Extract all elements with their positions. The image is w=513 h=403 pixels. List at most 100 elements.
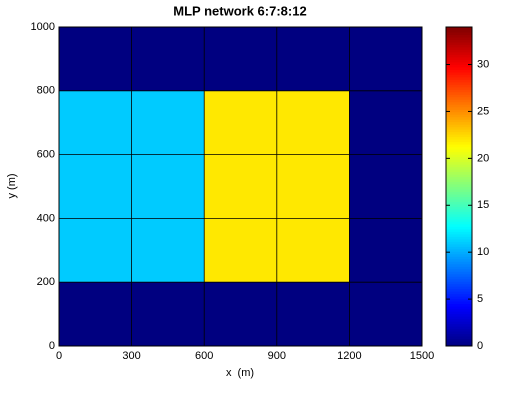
colorbar-swatch: [446, 91, 472, 95]
colorbar-swatch: [446, 144, 472, 148]
colorbar-swatch: [446, 119, 472, 123]
heatmap-cell: [131, 282, 205, 346]
colorbar-swatch: [446, 211, 472, 215]
colorbar-swatch: [446, 186, 472, 190]
colorbar-swatch: [446, 261, 472, 265]
colorbar-swatch: [446, 313, 472, 317]
colorbar-tick-label: 25: [477, 105, 489, 117]
colorbar-swatch: [446, 321, 472, 325]
colorbar-swatch: [446, 203, 472, 207]
heatmap-cell: [204, 218, 277, 283]
x-tick-label: 0: [56, 350, 62, 362]
colorbar-swatch: [446, 198, 472, 202]
colorbar-swatch: [446, 116, 472, 120]
colorbar-swatch: [446, 64, 472, 68]
plot-frame: [58, 26, 423, 347]
colorbar-swatch: [446, 51, 472, 55]
heatmap-cell: [59, 154, 132, 219]
colorbar-swatch: [446, 291, 472, 295]
colorbar-tick-label: 0: [477, 340, 483, 352]
colorbar-swatch: [446, 256, 472, 260]
colorbar-swatch: [446, 176, 472, 180]
colorbar-swatch: [446, 318, 472, 322]
colorbar-swatch: [446, 208, 472, 212]
heatmap-cell: [349, 27, 422, 91]
y-tick-label: 0: [49, 340, 55, 352]
heatmap-cell: [59, 27, 132, 91]
colorbar-swatch: [446, 111, 472, 115]
colorbar-swatch: [446, 109, 472, 113]
heatmap-cell: [349, 154, 422, 219]
colorbar-swatch: [446, 56, 472, 60]
colorbar-swatch: [446, 246, 472, 250]
colorbar-swatch: [446, 41, 472, 45]
colorbar-swatch: [446, 248, 472, 252]
colorbar-swatch: [446, 94, 472, 98]
colorbar-swatch: [446, 268, 472, 272]
colorbar-swatch: [446, 333, 472, 337]
heatmap-cell: [131, 218, 205, 283]
heatmap-cell: [349, 90, 422, 155]
colorbar-swatch: [446, 31, 472, 35]
colorbar-swatch: [446, 316, 472, 320]
colorbar-swatch: [446, 216, 472, 220]
colorbar-swatch: [446, 258, 472, 262]
colorbar-swatch: [446, 34, 472, 38]
colorbar-swatch: [446, 251, 472, 255]
colorbar-swatch: [446, 114, 472, 118]
colorbar-swatch: [446, 44, 472, 48]
colorbar-swatch: [446, 66, 472, 70]
colorbar-swatch: [446, 61, 472, 65]
colorbar-swatch: [446, 36, 472, 40]
colorbar-tick-label: 5: [477, 293, 483, 305]
y-tick-label: 600: [37, 149, 55, 161]
colorbar-swatch: [446, 266, 472, 270]
colorbar-swatch: [446, 141, 472, 145]
heatmap-cell: [204, 154, 277, 219]
heatmap-cell: [276, 90, 350, 155]
colorbar-swatch: [446, 149, 472, 153]
colorbar-swatch: [446, 181, 472, 185]
heatmap-cell: [276, 282, 350, 346]
colorbar-swatch: [446, 84, 472, 88]
colorbar-swatch: [446, 193, 472, 197]
colorbar-swatch: [446, 286, 472, 290]
colorbar-swatch: [446, 223, 472, 227]
colorbar-swatch: [446, 196, 472, 200]
colorbar-swatch: [446, 101, 472, 105]
x-tick-label: 300: [122, 350, 140, 362]
colorbar-swatch: [446, 104, 472, 108]
colorbar-swatch: [446, 69, 472, 73]
colorbar-swatch: [446, 134, 472, 138]
colorbar-swatch: [446, 106, 472, 110]
colorbar-swatch: [446, 126, 472, 130]
colorbar-swatch: [446, 191, 472, 195]
heatmap-cell: [349, 282, 422, 346]
y-axis-label: y (m): [6, 173, 18, 198]
colorbar-swatch: [446, 273, 472, 277]
colorbar-swatch: [446, 293, 472, 297]
colorbar-frame: [445, 26, 473, 347]
colorbar-swatch: [446, 323, 472, 327]
heatmap-cell: [59, 282, 132, 346]
colorbar-swatch: [446, 226, 472, 230]
colorbar-swatch: [446, 328, 472, 332]
colorbar-swatch: [446, 129, 472, 133]
colorbar-swatch: [446, 161, 472, 165]
colorbar-swatch: [446, 236, 472, 240]
colorbar-swatch: [446, 281, 472, 285]
colorbar-swatch: [446, 336, 472, 340]
colorbar-swatch: [446, 343, 472, 347]
colorbar-swatch: [446, 188, 472, 192]
colorbar-swatch: [446, 179, 472, 183]
colorbar-swatch: [446, 174, 472, 178]
colorbar-swatch: [446, 298, 472, 302]
colorbar-swatch: [446, 338, 472, 342]
colorbar-swatch: [446, 49, 472, 53]
colorbar-tick-label: 20: [477, 152, 489, 164]
colorbar-swatch: [446, 301, 472, 305]
colorbar-swatch: [446, 331, 472, 335]
colorbar-swatch: [446, 156, 472, 160]
heatmap-cell: [131, 27, 205, 91]
colorbar-swatch: [446, 151, 472, 155]
